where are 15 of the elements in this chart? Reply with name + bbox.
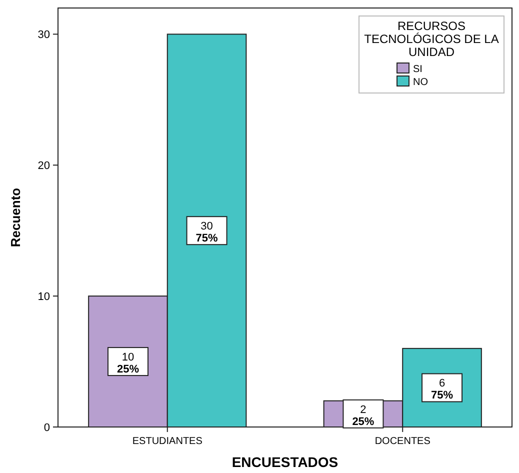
data-label: 30 75% bbox=[196, 220, 218, 245]
data-label: 10 25% bbox=[116, 352, 140, 376]
data-label: 2 25% bbox=[352, 404, 374, 428]
data-label: 6 75% bbox=[431, 378, 454, 402]
legend-title: RECURSOS TECNOLÓGICOS DE LA UNIDAD bbox=[364, 19, 499, 59]
y-tick-label: 10 bbox=[38, 290, 50, 303]
y-tick-label: 30 bbox=[38, 29, 50, 42]
legend-label: SI bbox=[413, 64, 422, 75]
y-tick-label: 0 bbox=[44, 422, 50, 434]
y-axis-title: Recuento bbox=[8, 188, 23, 248]
x-tick-label: ESTUDIANTES bbox=[132, 436, 203, 447]
x-tick-label: DOCENTES bbox=[374, 436, 431, 447]
legend-label: NO bbox=[413, 77, 428, 88]
y-tick-label: 20 bbox=[38, 160, 50, 172]
x-axis-title: ENCUESTADOS bbox=[232, 454, 338, 470]
